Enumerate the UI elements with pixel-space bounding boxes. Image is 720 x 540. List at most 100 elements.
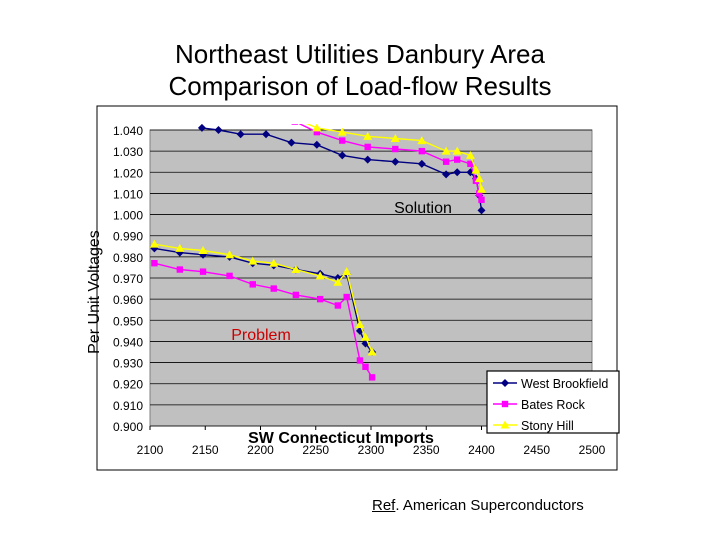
title-line-2: Comparison of Load-flow Results: [168, 71, 552, 101]
reference-note: Ref. American Superconductors: [372, 497, 584, 514]
y-tick-label: 0.990: [113, 230, 143, 244]
y-tick-label: 0.930: [113, 357, 143, 371]
x-tick-label: 2350: [413, 443, 440, 457]
data-point: [363, 131, 373, 140]
data-point: [287, 138, 296, 147]
series-bates-rock: [151, 124, 485, 381]
data-point: [442, 170, 451, 179]
data-point: [199, 268, 207, 275]
data-point: [149, 239, 159, 248]
legend: West Brookfield Bates Rock Stony Hill: [486, 370, 620, 434]
data-point: [360, 332, 370, 341]
y-axis-label: Per Unit Voltages: [86, 230, 103, 354]
x-tick-label: 2500: [579, 443, 606, 457]
data-point: [392, 145, 399, 153]
data-point: [291, 265, 301, 274]
data-point: [338, 151, 347, 160]
x-tick-label: 2250: [302, 443, 329, 457]
data-point: [471, 165, 481, 174]
data-point: [151, 260, 158, 267]
y-tick-label: 0.980: [113, 251, 143, 265]
x-tick-label: 2450: [523, 443, 550, 457]
x-axis-ticks: 2100 2150 2200 2250 2300 2350 2400 2450 2500: [137, 426, 606, 457]
legend-label: Bates Rock: [521, 398, 586, 412]
data-point: [417, 136, 427, 145]
data-point: [467, 160, 474, 168]
data-point: [236, 130, 245, 139]
annotation-solution: Solution: [394, 200, 452, 217]
data-point: [465, 150, 475, 159]
data-point: [248, 256, 258, 265]
data-point: [333, 277, 343, 286]
data-point: [316, 295, 324, 303]
y-tick-label: 0.950: [113, 314, 143, 328]
x-axis-label: SW Connecticut Imports: [248, 430, 434, 447]
y-tick-label: 0.970: [113, 272, 143, 286]
y-tick-label: 1.030: [113, 145, 143, 159]
y-tick-label: 1.020: [113, 166, 143, 180]
data-point: [390, 133, 400, 142]
data-point: [355, 320, 365, 329]
x-tick-label: 2400: [468, 443, 495, 457]
legend-box: [486, 370, 620, 434]
data-point: [337, 127, 347, 136]
data-point: [315, 271, 325, 280]
data-point: [226, 272, 233, 280]
y-tick-label: 0.900: [113, 420, 143, 434]
data-point: [453, 168, 462, 177]
data-point: [362, 363, 369, 370]
data-point: [364, 143, 371, 151]
ref-label: Ref: [372, 497, 396, 514]
data-point: [334, 302, 342, 309]
data-point: [197, 124, 206, 132]
data-point: [214, 126, 223, 134]
y-tick-label: 0.960: [113, 293, 143, 307]
y-tick-label: 0.910: [113, 399, 143, 413]
data-point: [356, 357, 364, 364]
data-point: [391, 157, 400, 166]
data-point: [249, 281, 256, 288]
data-point: [367, 347, 377, 356]
data-point: [417, 159, 426, 168]
data-point: [474, 174, 484, 183]
annotation-problem: Problem: [231, 327, 291, 344]
y-tick-label: 0.920: [113, 378, 143, 392]
data-point: [343, 293, 350, 301]
chart-title: Northeast Utilities Danbury Area Compari…: [60, 38, 660, 102]
data-point: [363, 155, 372, 164]
data-point: [175, 243, 185, 252]
data-point: [262, 130, 271, 139]
data-point: [441, 146, 451, 155]
data-point: [477, 184, 486, 193]
data-point: [478, 196, 485, 203]
y-tick-label: 1.040: [113, 124, 143, 138]
data-point: [477, 206, 486, 215]
data-point: [292, 291, 300, 299]
data-point: [270, 285, 277, 292]
legend-marker: [501, 400, 509, 408]
legend-marker: [501, 379, 509, 387]
data-point: [453, 156, 461, 163]
x-tick-label: 2200: [247, 443, 274, 457]
data-point: [368, 374, 376, 381]
title-line-1: Northeast Utilities Danbury Area: [175, 39, 545, 69]
data-point: [269, 258, 279, 267]
data-point: [291, 124, 298, 125]
data-point: [452, 146, 462, 155]
y-tick-label: 0.940: [113, 335, 143, 349]
x-tick-label: 2100: [137, 443, 164, 457]
series-line-solution: [201, 127, 483, 211]
series-layer: [149, 124, 486, 381]
y-axis-ticks: 0.900 0.910 0.920 0.930 0.940 0.950 0.960 0.970…: [113, 124, 143, 434]
data-point: [176, 266, 184, 273]
data-point: [442, 158, 450, 165]
data-point: [312, 140, 321, 149]
data-point: [225, 250, 235, 259]
data-point: [342, 267, 352, 276]
data-point: [418, 147, 426, 155]
ref-source: . American Superconductors: [395, 497, 584, 514]
data-point: [339, 137, 346, 144]
data-point: [313, 128, 321, 136]
data-point: [476, 190, 483, 197]
